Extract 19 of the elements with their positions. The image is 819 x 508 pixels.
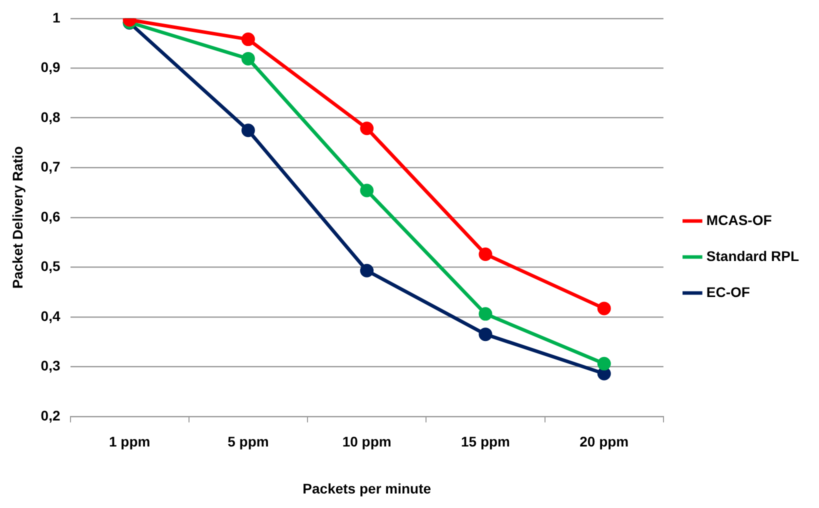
x-tick-label: 20 ppm: [580, 434, 629, 450]
y-tick-label: 0,5: [40, 258, 60, 274]
legend-label: Standard RPL: [706, 248, 800, 264]
y-tick-label: 0,7: [40, 158, 60, 175]
y-axis-title: Packet Delivery Ratio: [9, 146, 26, 289]
y-tick-label: 1: [52, 9, 60, 26]
y-tick-label: 0,8: [40, 108, 60, 125]
x-tick-label: 10 ppm: [342, 434, 392, 450]
y-tick-label: 0,6: [40, 208, 60, 224]
legend-label: EC-OF: [706, 284, 750, 300]
x-tick-label: 5 ppm: [228, 434, 269, 450]
legend-label: MCAS-OF: [706, 212, 772, 228]
y-tick-label: 0,9: [40, 59, 60, 76]
y-tick-label: 0,4: [40, 308, 60, 324]
x-tick-label: 1 ppm: [108, 434, 150, 450]
y-tick-label: 0,3: [40, 358, 60, 374]
y-tick-label: 0,2: [40, 407, 60, 424]
x-axis-title: Packets per minute: [302, 480, 432, 496]
x-tick-label: 15 ppm: [460, 434, 510, 450]
